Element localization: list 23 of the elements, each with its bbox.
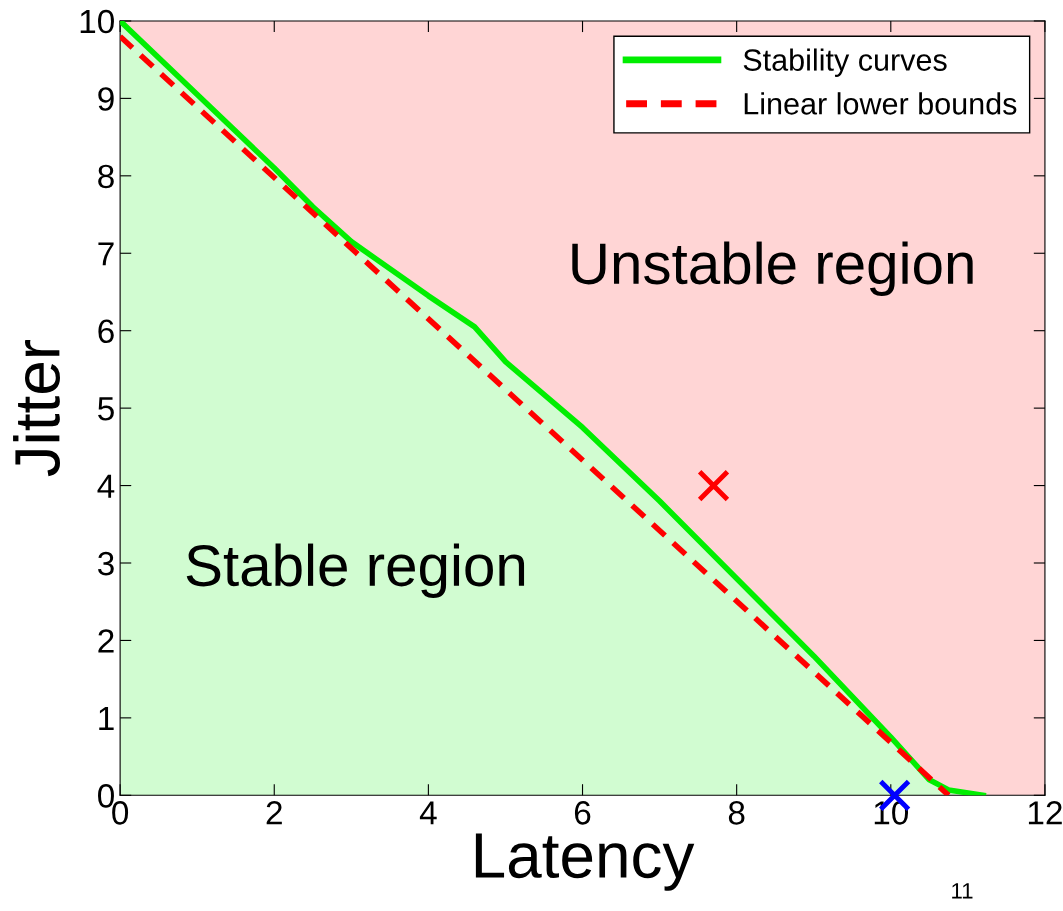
y-tick-label: 10 xyxy=(80,9,114,34)
y-tick-label: 6 xyxy=(98,319,114,344)
y-tick-label: 4 xyxy=(97,474,115,498)
legend-label: Linear lower bounds xyxy=(744,92,1017,115)
y-tick-label: 8 xyxy=(98,164,114,189)
y-tick-label: 1 xyxy=(99,707,114,730)
y-tick-label: 2 xyxy=(98,629,114,653)
legend-label: Stability curves xyxy=(743,48,947,77)
y-tick-label: 7 xyxy=(98,242,114,266)
y-tick-label: 5 xyxy=(98,397,114,421)
x-tick-label: 4 xyxy=(419,801,437,825)
x-tick-label: 6 xyxy=(574,801,591,825)
x-tick-label: 2 xyxy=(266,801,282,825)
text: 11 xyxy=(952,883,973,899)
x-tick-label: 8 xyxy=(728,801,745,825)
y-tick-label: 0 xyxy=(98,784,114,808)
annotation: Unstable region xyxy=(572,241,973,296)
y-tick-label: 3 xyxy=(97,551,114,576)
annotation: Stable region xyxy=(186,543,525,598)
x-axis-title: Latency xyxy=(475,833,695,891)
x-tick-label: 12 xyxy=(1028,801,1062,825)
y-tick-label: 9 xyxy=(98,87,114,111)
y-axis-title: Jitter xyxy=(13,339,60,477)
